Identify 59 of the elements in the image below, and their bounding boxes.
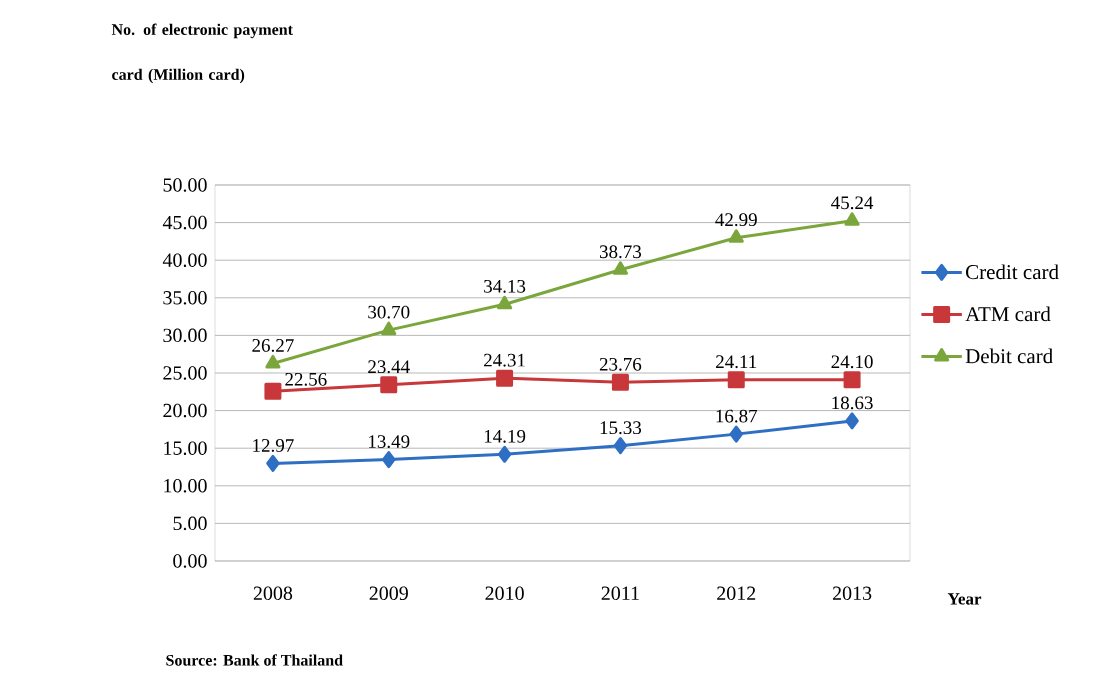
point	[382, 451, 396, 469]
y-tick-label: 50.00	[163, 178, 207, 192]
point	[729, 425, 743, 443]
data-label: 12.97	[253, 439, 294, 452]
data-label: 45.24	[831, 196, 874, 210]
point	[264, 382, 282, 400]
data-label: 23.44	[368, 360, 410, 374]
y-tick-label: 30.00	[163, 328, 207, 343]
data-label: 18.63	[832, 396, 873, 410]
data-label: 38.73	[599, 245, 642, 259]
data-label: 24.11	[716, 355, 757, 369]
y-tick-label: 0.00	[173, 554, 207, 568]
x-tick-label: 2013	[832, 586, 872, 601]
x-tick-label: 2010	[485, 586, 524, 601]
data-label: 22.56	[285, 372, 327, 386]
x-tick-label: 2011	[601, 586, 639, 601]
x-axis-title: Year	[947, 593, 982, 605]
point	[613, 437, 628, 455]
point	[845, 412, 859, 430]
point	[728, 229, 744, 243]
point	[266, 454, 280, 472]
point	[612, 261, 628, 275]
y-tick-label: 10.00	[164, 479, 207, 493]
point	[843, 371, 861, 389]
x-tick-label: 2012	[717, 586, 756, 601]
legend-label: Credit card	[966, 264, 1059, 280]
data-label: 16.87	[716, 409, 758, 423]
y-tick-label: 45.00	[162, 215, 207, 230]
y-tick-label: 15.00	[164, 441, 207, 455]
data-label: 15.33	[600, 421, 642, 435]
y-tick-label: 25.00	[163, 366, 207, 380]
point	[265, 354, 281, 369]
y-tick-label: 20.00	[163, 403, 207, 418]
y-tick-label: 40.00	[162, 253, 207, 267]
legend-label: ATM card	[965, 306, 1051, 322]
point	[844, 212, 860, 226]
data-label: 24.31	[484, 353, 525, 367]
data-label: 14.19	[484, 429, 526, 443]
point	[380, 376, 398, 394]
data-label: 42.99	[715, 213, 757, 227]
point	[497, 445, 512, 463]
point	[381, 321, 397, 336]
legend-label: Debit card	[965, 348, 1053, 364]
data-label: 34.13	[484, 279, 526, 293]
point	[611, 373, 629, 391]
y-tick-label: 35.00	[163, 291, 207, 305]
text: No. of electronic payment card (Million card)	[111, 23, 293, 84]
point	[496, 369, 514, 387]
x-tick-label: 2008	[253, 586, 293, 601]
x-tick-label: 2009	[369, 586, 408, 601]
data-label: 26.27	[252, 339, 294, 352]
source-note: Source: Bank of Thailand	[166, 654, 343, 666]
data-label: 13.49	[369, 435, 410, 449]
data-label: 23.76	[599, 357, 642, 371]
data-label: 30.70	[368, 305, 410, 319]
point	[727, 371, 745, 389]
data-label: 24.10	[831, 355, 873, 369]
y-tick-label: 5.00	[173, 516, 207, 531]
point	[497, 295, 513, 310]
